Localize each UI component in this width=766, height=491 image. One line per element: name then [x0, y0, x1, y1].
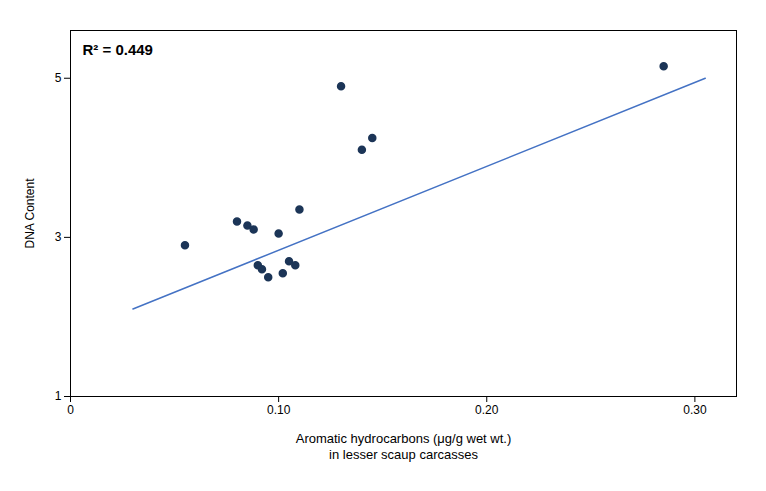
svg-text:5: 5	[55, 71, 62, 85]
svg-text:3: 3	[55, 230, 62, 244]
svg-text:R² = 0.449: R² = 0.449	[83, 41, 153, 58]
svg-text:DNA Content: DNA Content	[23, 178, 37, 249]
svg-text:1: 1	[55, 389, 62, 403]
svg-text:Aromatic hydrocarbons (μg/g we: Aromatic hydrocarbons (μg/g wet wt.)in l…	[296, 430, 512, 462]
svg-text:0.30: 0.30	[683, 403, 707, 417]
svg-text:0: 0	[67, 403, 74, 417]
svg-text:0.20: 0.20	[475, 403, 499, 417]
svg-text:0.10: 0.10	[267, 403, 291, 417]
